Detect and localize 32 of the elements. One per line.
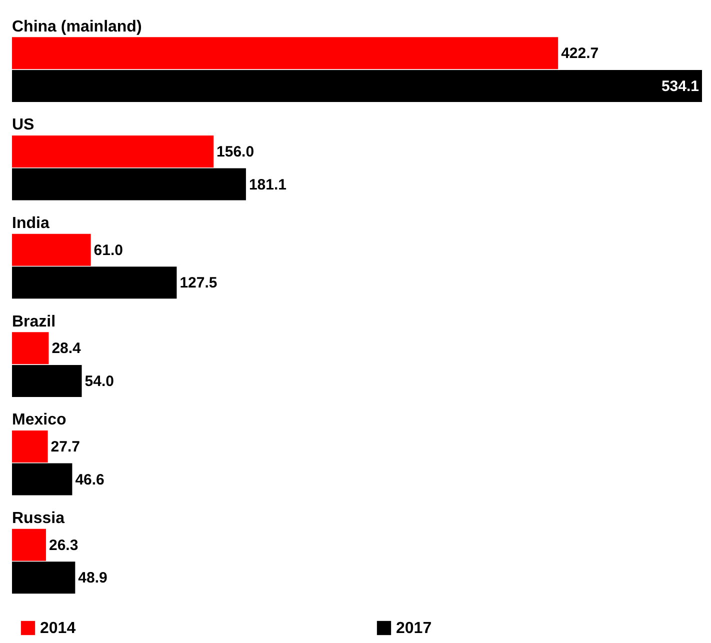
bar — [12, 70, 702, 102]
y-tick-label: Brazil — [12, 313, 56, 330]
y-tick-label: China (mainland) — [12, 18, 142, 36]
data-label: 54.0 — [84, 372, 114, 390]
bar — [12, 266, 177, 299]
legend-label: 2014 — [40, 620, 76, 637]
data-label: 26.3 — [48, 536, 78, 554]
data-label: 127.5 — [180, 274, 218, 292]
bar — [12, 430, 48, 462]
data-label: 422.7 — [561, 45, 599, 62]
data-label: 48.9 — [78, 570, 108, 587]
bar — [12, 332, 49, 364]
data-label: 156.0 — [216, 144, 254, 160]
y-tick-label: Russia — [12, 510, 65, 528]
data-label: 46.6 — [75, 471, 104, 488]
bar — [12, 528, 46, 561]
bar — [12, 37, 558, 70]
bar — [12, 136, 214, 168]
data-label: 61.0 — [94, 242, 124, 259]
bar — [12, 168, 246, 200]
legend-label: 2017 — [396, 620, 432, 637]
y-tick-label: Mexico — [12, 412, 66, 429]
bar — [12, 234, 91, 266]
y-tick-label: India — [12, 215, 50, 232]
y-tick-label: US — [12, 116, 35, 134]
data-label: 181.1 — [248, 176, 287, 194]
bar — [12, 364, 82, 397]
bar — [12, 463, 72, 496]
data-label: 534.1 — [661, 78, 699, 95]
data-label: 27.7 — [50, 438, 80, 456]
data-label: 28.4 — [52, 340, 82, 358]
bar — [12, 562, 76, 594]
